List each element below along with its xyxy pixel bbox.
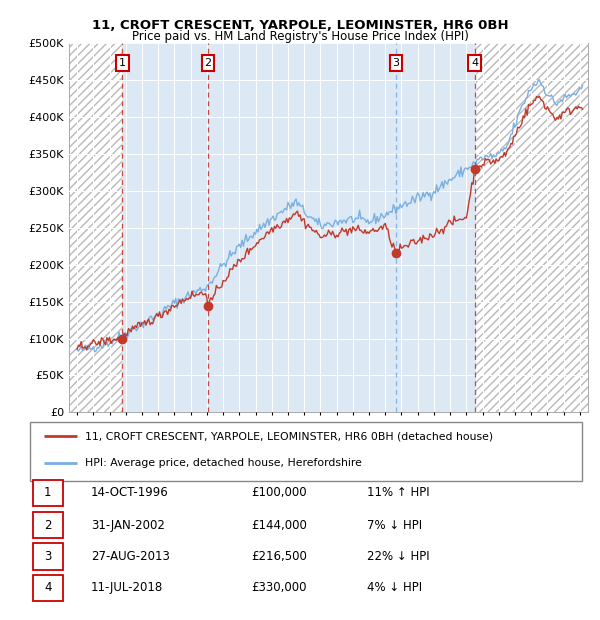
Text: Price paid vs. HM Land Registry's House Price Index (HPI): Price paid vs. HM Land Registry's House … (131, 30, 469, 43)
Text: £330,000: £330,000 (251, 582, 307, 594)
FancyBboxPatch shape (33, 544, 63, 570)
Text: £216,500: £216,500 (251, 550, 307, 563)
Text: £144,000: £144,000 (251, 519, 307, 532)
Text: 7% ↓ HPI: 7% ↓ HPI (367, 519, 422, 532)
Text: HPI: Average price, detached house, Herefordshire: HPI: Average price, detached house, Here… (85, 458, 362, 468)
Bar (396, 43, 475, 412)
Bar (69, 43, 122, 412)
Text: 1: 1 (44, 486, 52, 499)
Text: 11-JUL-2018: 11-JUL-2018 (91, 582, 163, 594)
Text: 2: 2 (205, 58, 212, 68)
Text: 4% ↓ HPI: 4% ↓ HPI (367, 582, 422, 594)
Bar (475, 43, 588, 412)
FancyBboxPatch shape (30, 422, 582, 480)
Text: 3: 3 (392, 58, 400, 68)
Text: 11, CROFT CRESCENT, YARPOLE, LEOMINSTER, HR6 0BH (detached house): 11, CROFT CRESCENT, YARPOLE, LEOMINSTER,… (85, 432, 493, 441)
Text: 11, CROFT CRESCENT, YARPOLE, LEOMINSTER, HR6 0BH: 11, CROFT CRESCENT, YARPOLE, LEOMINSTER,… (92, 19, 508, 32)
FancyBboxPatch shape (33, 575, 63, 601)
FancyBboxPatch shape (33, 512, 63, 538)
Text: 31-JAN-2002: 31-JAN-2002 (91, 519, 164, 532)
Text: 14-OCT-1996: 14-OCT-1996 (91, 486, 169, 499)
Bar (122, 43, 208, 412)
Text: 22% ↓ HPI: 22% ↓ HPI (367, 550, 430, 563)
Text: 4: 4 (44, 582, 52, 594)
Text: £100,000: £100,000 (251, 486, 307, 499)
Text: 4: 4 (471, 58, 478, 68)
Text: 2: 2 (44, 519, 52, 532)
Text: 3: 3 (44, 550, 52, 563)
Text: 1: 1 (119, 58, 126, 68)
Text: 27-AUG-2013: 27-AUG-2013 (91, 550, 170, 563)
FancyBboxPatch shape (33, 480, 63, 506)
Text: 11% ↑ HPI: 11% ↑ HPI (367, 486, 430, 499)
